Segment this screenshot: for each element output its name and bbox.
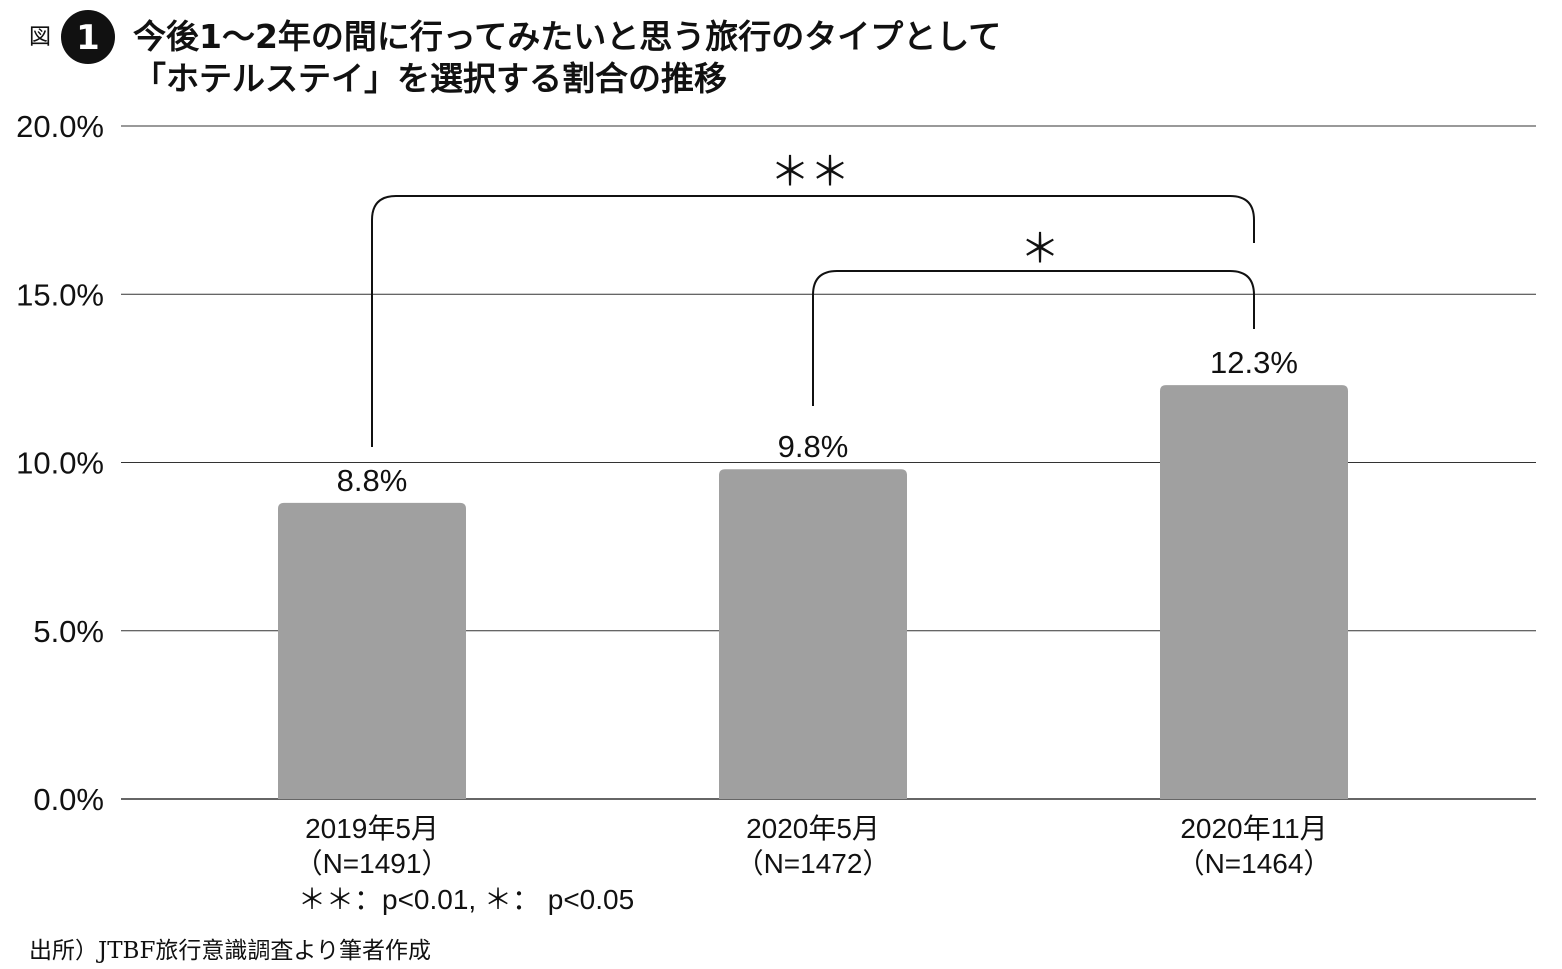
significance-mark: ＊＊ xyxy=(770,149,850,195)
y-tick-label: 5.0% xyxy=(33,614,104,649)
significance-mark: ＊ xyxy=(1020,226,1060,272)
bar-value-label: 8.8% xyxy=(337,463,408,498)
y-tick-label: 10.0% xyxy=(16,446,104,481)
figure-number-badge xyxy=(61,10,115,64)
x-tick-sublabel: （N=1464） xyxy=(1177,848,1332,879)
significance-brackets: ＊＊＊ xyxy=(371,149,1255,447)
significance-bracket xyxy=(371,195,1255,447)
bar-value-label: 12.3% xyxy=(1210,345,1298,380)
bars xyxy=(278,385,1348,799)
x-tick-label: 2019年5月 xyxy=(305,813,439,844)
bar xyxy=(1160,385,1348,799)
significance-bracket xyxy=(812,270,1255,406)
figure-label: 図 xyxy=(29,25,51,50)
y-tick-label: 20.0% xyxy=(16,109,104,144)
y-tick-label: 15.0% xyxy=(16,277,104,312)
chart-title-line2: 「ホテルステイ」を選択する割合の推移 xyxy=(133,59,727,98)
y-tick-label: 0.0% xyxy=(33,782,104,817)
source-note: 出所）JTBF旅行意識調査より筆者作成 xyxy=(29,938,431,964)
bar xyxy=(719,469,907,799)
x-axis: 2019年5月 （N=1491） 2020年5月 （N=1472） 2020年11月 （N… xyxy=(295,813,1332,879)
y-axis: 0.0% 5.0% 10.0% 15.0% 20.0% xyxy=(16,109,104,817)
bar-value-label: 9.8% xyxy=(778,429,849,464)
x-tick-label: 2020年11月 xyxy=(1180,813,1327,844)
x-tick-sublabel: （N=1491） xyxy=(295,848,450,879)
x-tick-sublabel: （N=1472） xyxy=(736,848,891,879)
significance-note: ＊＊：p<0.01, ＊： p<0.05 xyxy=(298,884,634,915)
bar xyxy=(278,502,466,799)
chart-title-line1: 今後1〜2年の間に行ってみたいと思う旅行のタイプとして xyxy=(133,17,1001,56)
x-tick-label: 2020年5月 xyxy=(746,813,880,844)
value-labels: 8.8% 9.8% 12.3% xyxy=(337,345,1298,498)
figure-number: 1 xyxy=(76,18,100,58)
